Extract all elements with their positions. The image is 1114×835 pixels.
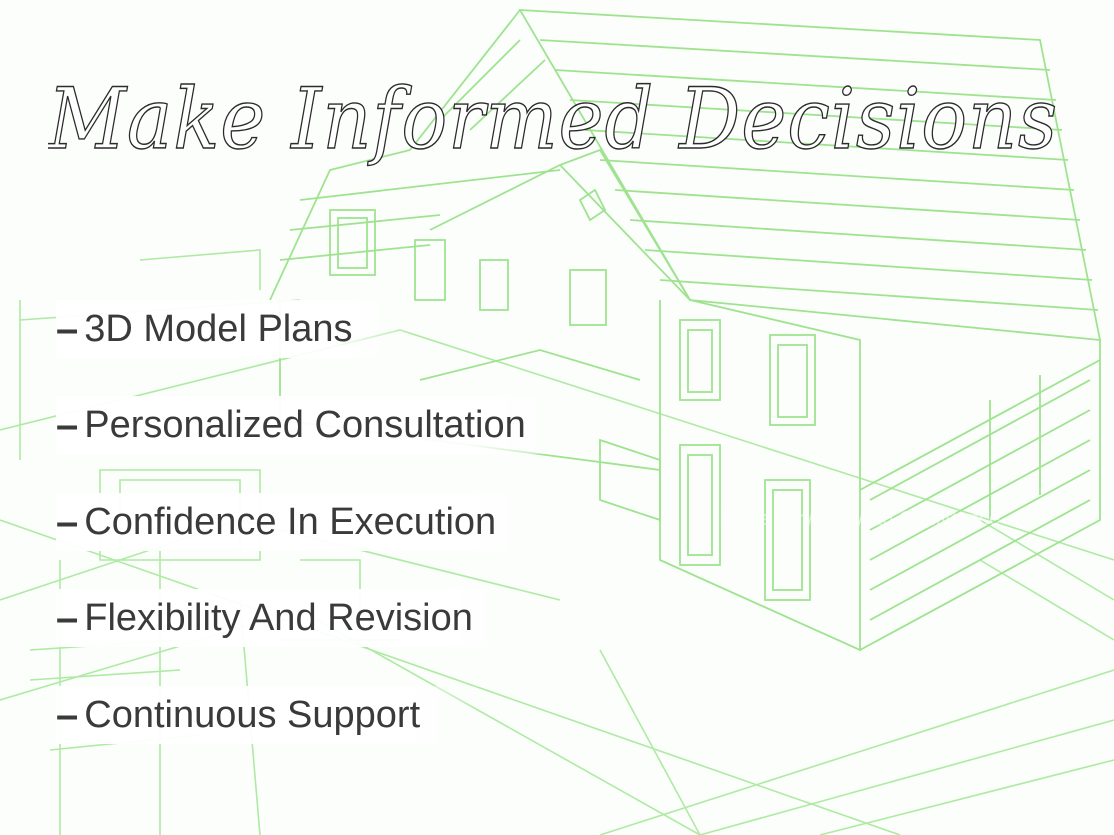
ghost-text: Move Forward With Confidence — [720, 508, 1001, 530]
list-item-label: Continuous Support — [84, 694, 421, 736]
dash-icon: – — [56, 403, 79, 447]
list-item-label: Confidence In Execution — [84, 501, 497, 543]
list-item: – 3D Model Plans — [56, 300, 413, 358]
slide-title: Make Informed Decisions — [48, 69, 1058, 168]
list-item: – Confidence In Execution — [56, 493, 557, 551]
slide-title-text: Make Informed Decisions — [48, 70, 1058, 168]
dash-icon: – — [56, 596, 79, 640]
bullet-list: – 3D Model Plans – Personalized Consulta… — [0, 298, 1114, 758]
list-item: – Continuous Support — [56, 686, 481, 744]
list-item: – Flexibility And Revision — [56, 589, 533, 647]
dash-icon: – — [56, 693, 79, 737]
dash-icon: – — [56, 500, 79, 544]
list-item: – Personalized Consultation — [56, 396, 586, 454]
list-item-label: Personalized Consultation — [84, 404, 526, 446]
list-item-label: Flexibility And Revision — [84, 597, 473, 639]
dash-icon: – — [56, 307, 79, 351]
list-item-label: 3D Model Plans — [84, 308, 353, 350]
